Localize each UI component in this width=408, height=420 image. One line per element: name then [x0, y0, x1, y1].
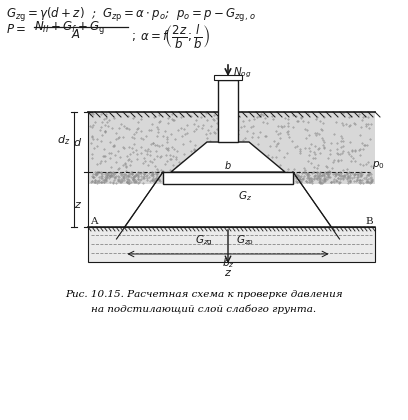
Text: $p_0$: $p_0$: [372, 159, 385, 171]
Text: $G_{z\mathrm{g}}$: $G_{z\mathrm{g}}$: [195, 233, 213, 248]
Text: на подстилающий слой слабого грунта.: на подстилающий слой слабого грунта.: [91, 304, 317, 313]
Bar: [88, 227, 375, 262]
Text: $G_{z\mathrm{p}}$: $G_{z\mathrm{p}}$: [236, 233, 254, 248]
Text: $N_{og}$: $N_{og}$: [233, 66, 252, 80]
Text: $b$: $b$: [224, 159, 232, 171]
Text: $G_z$: $G_z$: [238, 189, 252, 203]
Text: $z$: $z$: [224, 268, 232, 278]
Text: $d_z$: $d_z$: [57, 133, 70, 147]
Text: $N_{II} + G_f + G_{\mathrm{g}}$: $N_{II} + G_f + G_{\mathrm{g}}$: [34, 19, 105, 36]
Text: Рис. 10.15. Расчетная схема к проверке давления: Рис. 10.15. Расчетная схема к проверке д…: [65, 290, 343, 299]
Text: B: B: [366, 217, 373, 226]
Text: $; \;\alpha = f\!\left(\dfrac{2z}{b};\dfrac{l}{b}\right)$: $; \;\alpha = f\!\left(\dfrac{2z}{b};\df…: [131, 23, 210, 51]
Text: $G_{z\mathrm{g}} = \gamma(d + z)$  ;  $G_{z\mathrm{p}} = \alpha \cdot p_o$;  $p_: $G_{z\mathrm{g}} = \gamma(d + z)$ ; $G_{…: [6, 6, 256, 24]
Polygon shape: [171, 142, 285, 172]
Bar: [163, 172, 293, 184]
Bar: [214, 75, 242, 80]
Text: $A$: $A$: [71, 28, 81, 41]
Text: $P =$: $P =$: [6, 23, 26, 36]
Text: $z$: $z$: [74, 200, 82, 210]
Bar: [218, 80, 238, 142]
Text: A: A: [90, 217, 98, 226]
Text: $b_z$: $b_z$: [222, 256, 234, 270]
Text: $d$: $d$: [73, 136, 82, 148]
Bar: [88, 112, 375, 184]
